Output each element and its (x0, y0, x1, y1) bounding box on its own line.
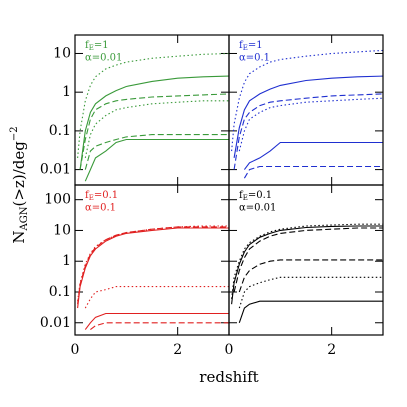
data-line (233, 93, 383, 170)
data-line (238, 259, 383, 293)
data-line (84, 100, 229, 159)
data-line (243, 141, 383, 170)
data-line (243, 165, 383, 179)
annotation-part: =1 (248, 40, 263, 51)
data-line (84, 286, 229, 309)
x-axis-label: redshift (199, 368, 258, 386)
annotation: fE=0.1 (239, 190, 272, 203)
annotation: α=0.1 (85, 203, 116, 214)
y-tick-label: 1 (62, 253, 71, 269)
annotation-part: =0.1 (248, 190, 272, 201)
annotation: fE=0.1 (85, 190, 118, 203)
y-tick-label: 1 (62, 84, 71, 100)
annotation-sub: E (89, 194, 94, 202)
y-axis-label: NAGN(>z)/deg−2 (9, 126, 30, 243)
y-tick-label: 10 (53, 45, 71, 61)
data-line (84, 138, 229, 182)
data-line (77, 52, 229, 158)
data-line (84, 134, 229, 170)
data-line (90, 322, 229, 331)
x-tick-label: 2 (173, 342, 182, 358)
data-line (231, 223, 383, 299)
data-line (77, 227, 229, 309)
data-line (77, 225, 229, 302)
y-label-part: N (10, 230, 28, 243)
annotation-sub: E (89, 44, 94, 52)
annotation-sub: E (243, 44, 248, 52)
annotation-part: f (239, 190, 244, 201)
data-line (77, 226, 229, 305)
x-tick-label: 2 (327, 342, 336, 358)
annotation: α=0.1 (239, 53, 270, 64)
y-label-sup: −2 (9, 126, 20, 141)
annotation: α=0.01 (85, 53, 122, 64)
data-line (238, 276, 383, 309)
data-line (231, 225, 383, 305)
x-tick-label: 0 (71, 342, 80, 358)
data-line (233, 75, 383, 158)
y-label-sub: AGN (19, 206, 30, 231)
data-line (79, 93, 229, 170)
data-line (79, 75, 229, 170)
y-tick-label: 0.01 (40, 315, 71, 331)
annotation-part: f (85, 40, 90, 51)
annotation-part: =1 (94, 40, 109, 51)
annotation-sub: E (243, 194, 248, 202)
data-line (84, 312, 229, 330)
y-tick-label: 100 (44, 192, 71, 208)
y-tick-label: 10 (53, 222, 71, 238)
y-tick-label: 0.1 (49, 284, 71, 300)
annotation-part: =0.1 (94, 190, 118, 201)
y-tick-label: 0.1 (49, 123, 71, 139)
data-line (238, 97, 383, 152)
y-label-part: (>z)/deg (10, 141, 28, 207)
annotation-part: f (239, 40, 244, 51)
data-line (238, 300, 383, 323)
x-tick-label: 0 (225, 342, 234, 358)
y-tick-label: 0.01 (40, 162, 71, 178)
annotation: α=0.01 (239, 203, 276, 214)
annotation: fE=1 (85, 40, 109, 53)
data-line (233, 227, 383, 293)
annotation-part: f (85, 190, 90, 201)
annotation: fE=1 (239, 40, 263, 53)
panel-frame (228, 184, 384, 336)
data-line (231, 49, 383, 152)
